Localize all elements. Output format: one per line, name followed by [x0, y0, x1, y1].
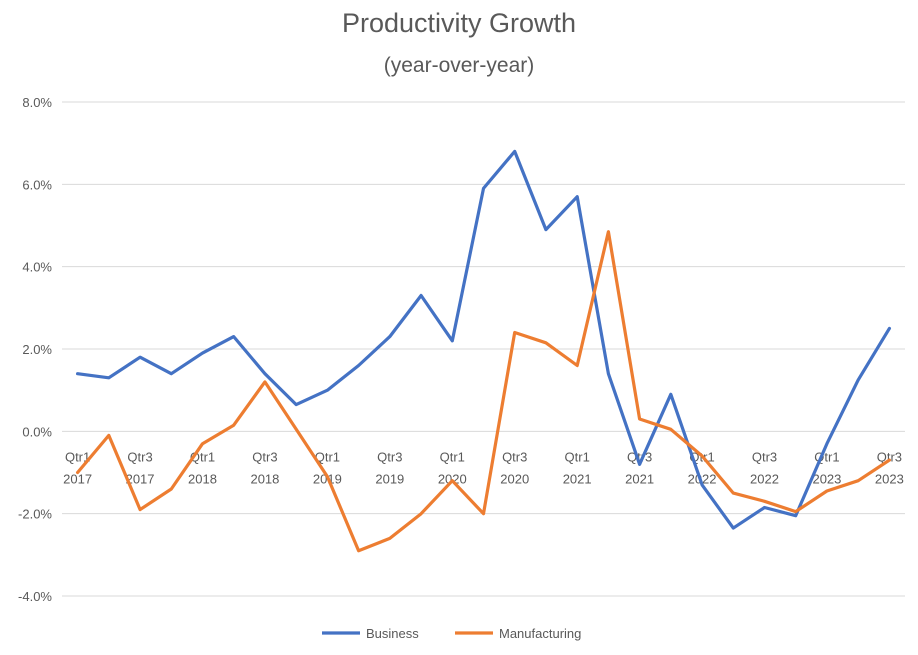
series-line-business: [75, 149, 892, 530]
chart-subtitle: (year-over-year): [384, 54, 535, 77]
x-tick-label-year: 2020: [500, 471, 529, 486]
x-tick-label-year: 2023: [875, 471, 904, 486]
x-tick-label-year: 2021: [563, 471, 592, 486]
series-lines: [75, 149, 892, 553]
x-tick-label-year: 2023: [812, 471, 841, 486]
x-tick-label-quarter: Qtr1: [440, 449, 465, 464]
x-tick-label-year: 2022: [688, 471, 717, 486]
x-tick-label-year: 2020: [438, 471, 467, 486]
y-tick-label: 4.0%: [22, 260, 52, 275]
x-tick-label-year: 2017: [126, 471, 155, 486]
legend-label: Manufacturing: [499, 626, 581, 641]
y-tick-label: 8.0%: [22, 95, 52, 110]
x-tick-label-quarter: Qtr3: [502, 449, 527, 464]
x-tick-label-quarter: Qtr3: [127, 449, 152, 464]
x-tick-label-quarter: Qtr3: [252, 449, 277, 464]
x-tick-label-year: 2018: [250, 471, 279, 486]
chart-title: Productivity Growth: [342, 8, 576, 38]
x-axis-ticks: Qtr1 2017 Qtr3 2017 Qtr1 2018 Qtr3 2018 Qtr1 2019…: [63, 449, 904, 486]
y-tick-label: 6.0%: [22, 177, 52, 192]
y-tick-label: -4.0%: [18, 589, 52, 604]
x-tick-label-year: 2022: [750, 471, 779, 486]
legend-label: Business: [366, 626, 419, 641]
x-tick-label-year: 2017: [63, 471, 92, 486]
x-tick-label-year: 2019: [375, 471, 404, 486]
x-tick-label-quarter: Qtr3: [877, 449, 902, 464]
x-tick-label-quarter: Qtr3: [752, 449, 777, 464]
y-tick-label: -2.0%: [18, 507, 52, 522]
legend: Business Manufacturing: [322, 626, 581, 641]
x-tick-label-year: 2021: [625, 471, 654, 486]
x-tick-label-quarter: Qtr3: [377, 449, 402, 464]
x-tick-label-quarter: Qtr1: [65, 449, 90, 464]
y-axis-ticks: 8.0% 6.0% 4.0% 2.0% 0.0% -2.0% -4.0%: [18, 95, 52, 604]
x-tick-label-quarter: Qtr1: [315, 449, 340, 464]
y-tick-label: 0.0%: [22, 424, 52, 439]
x-tick-label-quarter: Qtr1: [565, 449, 590, 464]
y-tick-label: 2.0%: [22, 342, 52, 357]
x-tick-label-year: 2018: [188, 471, 217, 486]
gridlines: [62, 101, 905, 597]
series-line-manufacturing: [75, 230, 892, 553]
